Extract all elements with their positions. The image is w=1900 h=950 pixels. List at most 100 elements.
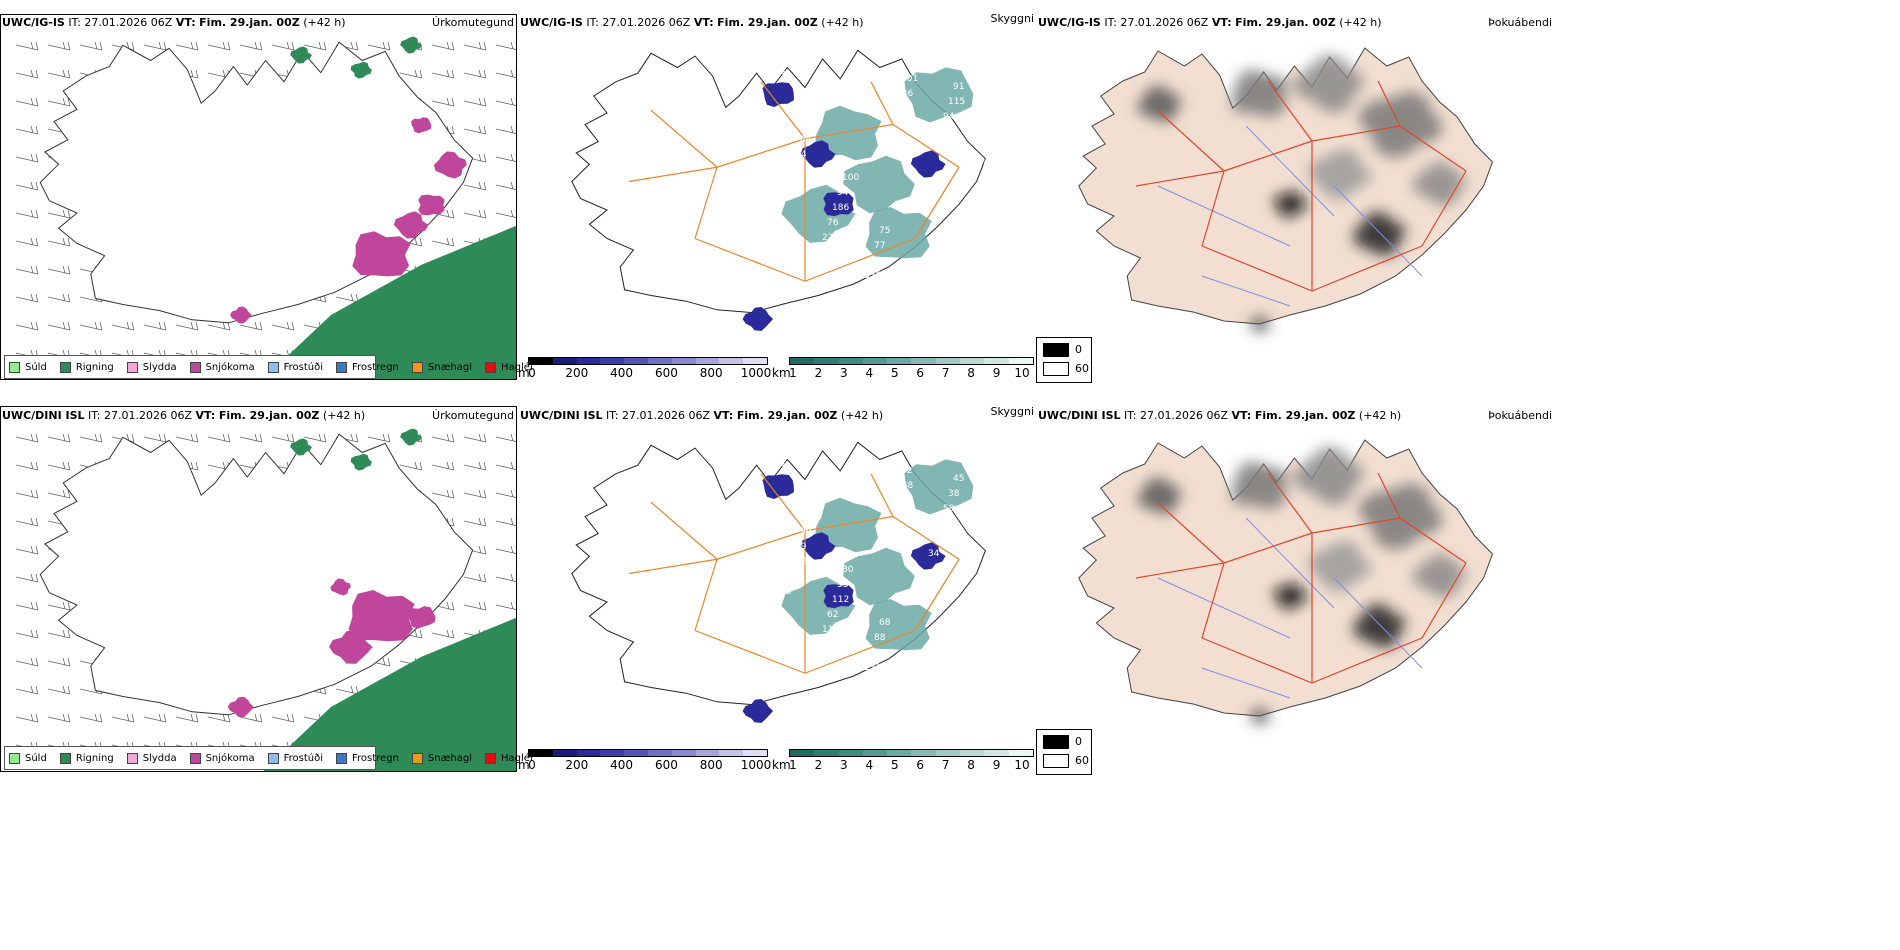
colorbar-bin (984, 750, 1009, 756)
legend-swatch (336, 752, 347, 764)
cloud-map-row2: 163 286 80 68 75 45 90 53 88 78 38 69 112 93 40 59 376 62… (571, 441, 986, 723)
panel-header-cloud-row1: UWC/IG-IS IT: 27.01.2026 06Z VT: Fim. 29… (520, 16, 863, 30)
snow-area (227, 696, 254, 718)
colorbar-tick: 6 (916, 758, 925, 772)
wind-barb (239, 321, 263, 331)
cloudbase-label: 77 (874, 241, 885, 251)
colorbar-bin (529, 750, 553, 756)
legend-label: Snæhagl (427, 752, 473, 764)
colorbar-tick: 10 (1014, 758, 1030, 772)
road (694, 559, 718, 631)
lead-time: (+42 h) (303, 16, 346, 29)
fog-swatch (1043, 735, 1069, 749)
wind-barb (495, 97, 516, 106)
colorbar-tick: 2 (814, 366, 823, 380)
colorbar-bin (552, 358, 577, 364)
cloudbase-label: 99 (790, 165, 802, 175)
wind-barb (47, 321, 71, 331)
colorbar-tick: 0 (528, 758, 536, 772)
wind-barb (175, 713, 199, 723)
colorbar-bin (935, 358, 961, 364)
cloudbase-label: 15 (869, 256, 880, 266)
cloudbase-colorbar-row2: m 0 200 400 600 800 1000 (518, 749, 771, 773)
cloudbase-area (823, 584, 854, 609)
legend-item: Frostregn (336, 361, 399, 373)
cloudbase-label: 254 (785, 180, 802, 190)
init-time: IT: 27.01.2026 06Z (1104, 16, 1209, 29)
valid-label: VT: (195, 409, 216, 422)
colorbar-tick: 3 (840, 366, 848, 380)
wind-barb (431, 433, 455, 443)
cloudbase-label: 75 (916, 671, 927, 681)
legend-item: Snjókoma (189, 361, 255, 373)
colorbar-unit: km (772, 366, 791, 380)
colorbar-bin (960, 358, 985, 364)
rain-sea-area (263, 617, 516, 771)
colorbar-bin (814, 750, 839, 756)
rain-area (290, 46, 312, 64)
colorbar-tick: 4 (865, 758, 874, 772)
wind-barb (463, 433, 487, 443)
road (1421, 170, 1467, 247)
wind-barb (15, 433, 39, 443)
wind-barb (239, 41, 263, 51)
cloud-map-row1: 146 23 100 75 69 91 84 94 77 154 115 74 186 15 118 94 99… (571, 49, 990, 331)
road (694, 167, 718, 239)
road (892, 515, 960, 560)
valid-time: Fim. 29.jan. 00Z (1235, 16, 1336, 29)
river (1157, 185, 1291, 247)
road (1377, 80, 1401, 127)
cloudbase-label: 94 (837, 188, 849, 198)
cloudbase-areas (742, 82, 946, 331)
colorbar-tick: 1000 (740, 366, 772, 380)
legend-swatch (485, 752, 497, 764)
init-time: IT: 27.01.2026 06Z (1124, 409, 1229, 422)
cloudbase-label: 118 (906, 309, 923, 319)
fog-label: 0 (1075, 735, 1082, 748)
wind-barb (15, 153, 39, 163)
rain-sea-area (263, 225, 516, 379)
colorbar-bin (960, 750, 985, 756)
legend-item: Rigning (59, 752, 114, 764)
legend-label: Slydda (142, 361, 177, 373)
cloudbase-label: 186 (832, 203, 849, 213)
wind-barb (303, 433, 327, 443)
cloudbase-area (910, 542, 946, 570)
legend-swatch (267, 752, 279, 764)
wind-barb (47, 629, 71, 639)
fog-colorbar-row2: 0 60 (1036, 729, 1092, 775)
road (1201, 637, 1313, 684)
wind-barb (271, 321, 295, 331)
wind-barb (495, 489, 516, 498)
lead-time: (+42 h) (1339, 16, 1382, 29)
snow-area (329, 629, 373, 664)
cloudbase-label: 88 (874, 633, 886, 643)
cloud-panel-row2: 163 286 80 68 75 45 90 53 88 78 38 69 112 93 40 59 376 62… (518, 406, 1038, 746)
cloudbase-label: 84 (800, 135, 812, 145)
legend-swatch (189, 752, 201, 764)
road (1399, 125, 1467, 172)
cloudbase-label: 59 (943, 504, 955, 514)
road (628, 166, 718, 183)
colorbar-bin (1008, 750, 1033, 756)
valid-label: VT: (1211, 16, 1232, 29)
wind-barb (271, 713, 295, 723)
colorbar-unit: m (518, 366, 530, 380)
cloudbase-label: 90 (785, 572, 797, 582)
colorbar-tick: 3 (840, 758, 848, 772)
river (1245, 125, 1335, 217)
snow-area (407, 606, 436, 629)
road (694, 629, 806, 674)
colorbar-bin (743, 750, 767, 756)
colorbar-tick: 7 (941, 366, 950, 380)
snow-area (433, 151, 467, 179)
legend-swatch (411, 752, 423, 764)
cloudbase-area (800, 140, 836, 168)
valid-label: VT: (175, 16, 196, 29)
road (804, 629, 916, 674)
road (1157, 110, 1225, 172)
legend-swatch (126, 361, 138, 373)
precip-map-row2 (15, 428, 516, 771)
init-time: IT: 27.01.2026 06Z (68, 16, 173, 29)
fog-map-row2 (1078, 439, 1493, 724)
